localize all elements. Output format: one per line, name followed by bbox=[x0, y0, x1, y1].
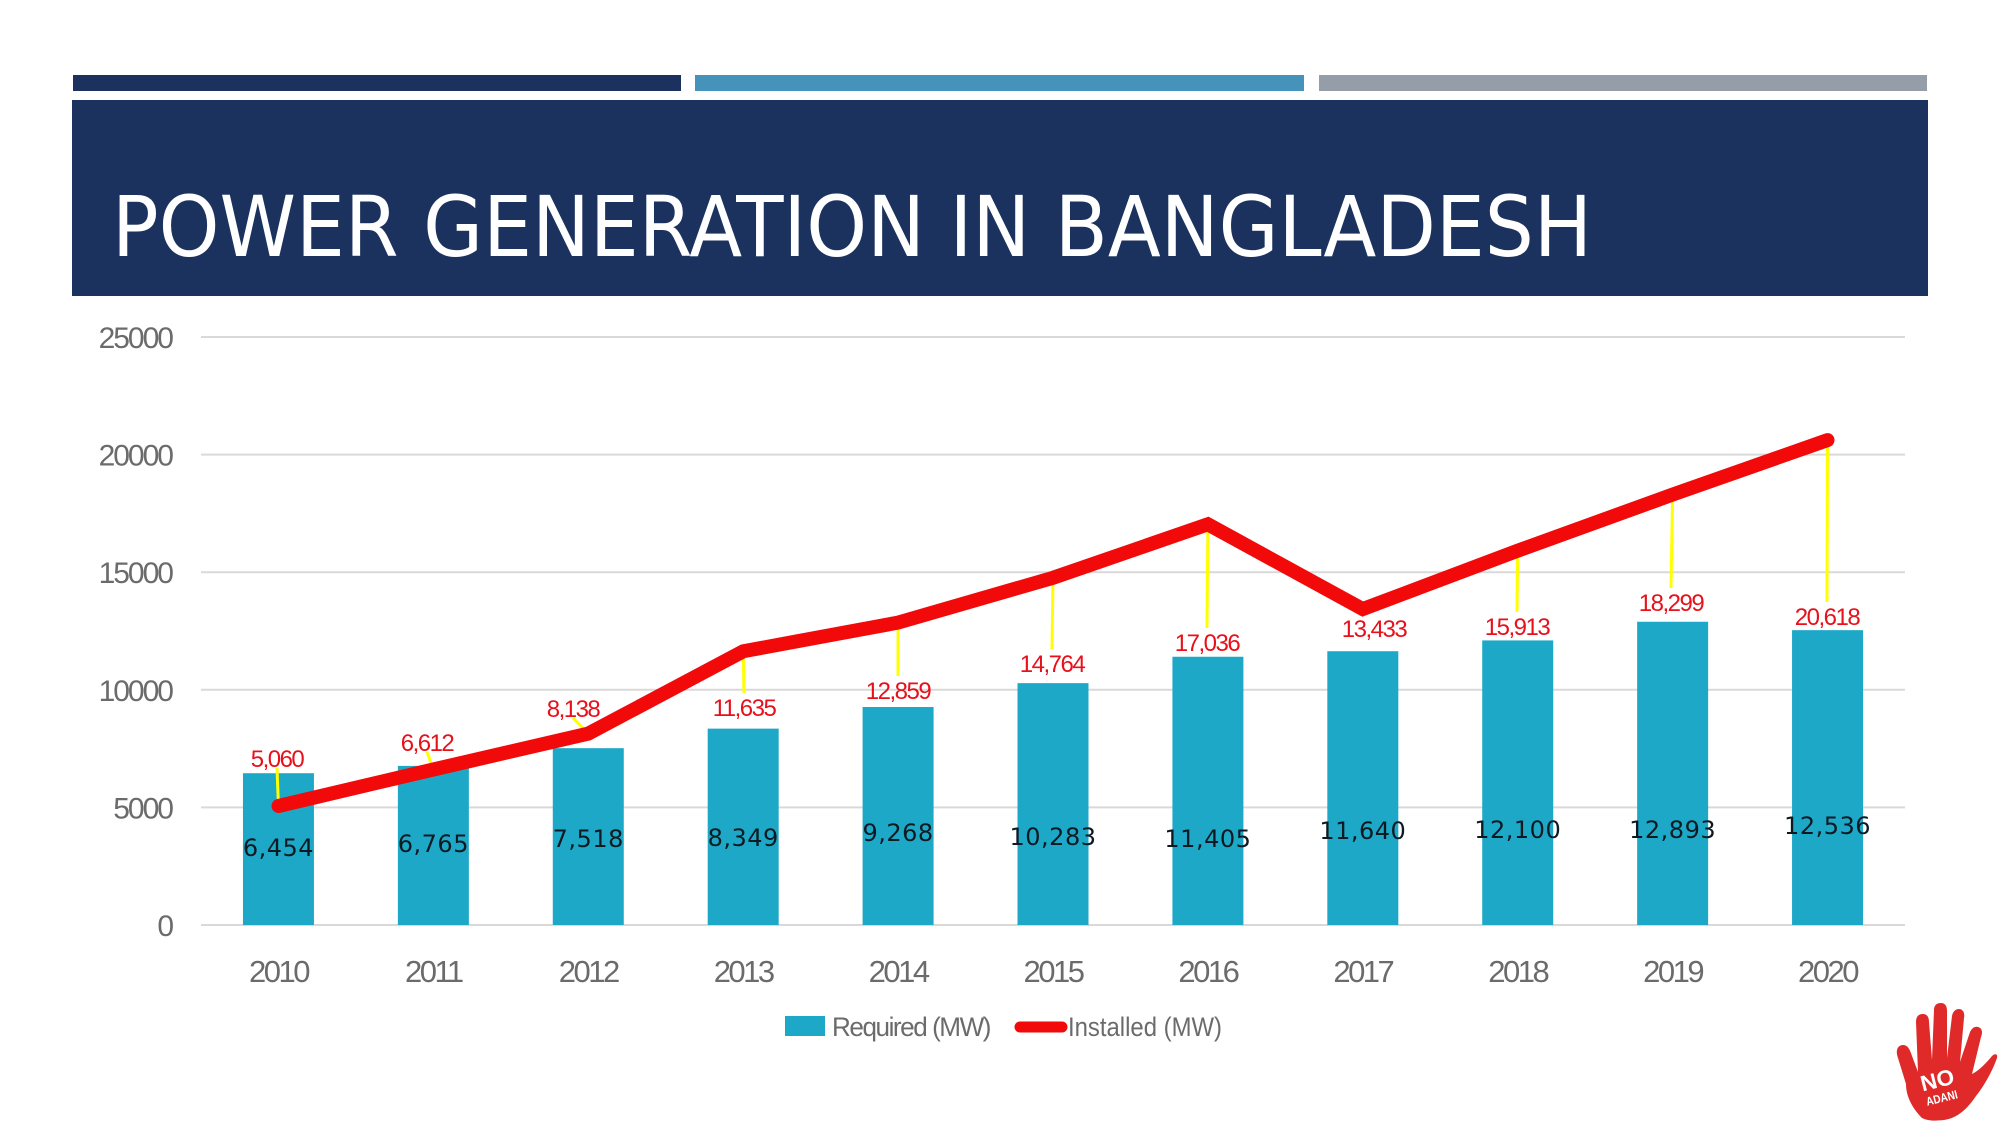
header-strip-dark bbox=[73, 75, 681, 91]
bar-required-2017 bbox=[1327, 651, 1399, 925]
data-label-installed-2017: 13,433 bbox=[1342, 616, 1408, 643]
x-tick-label-2013: 2013 bbox=[714, 954, 774, 989]
data-label-required-2017: 11,640 bbox=[1319, 817, 1406, 845]
x-tick-label-2016: 2016 bbox=[1178, 954, 1238, 989]
x-axis-tick-labels: 2010 2011 2012 2013 2014 2015 2016 2017 2018 2019… bbox=[249, 954, 1862, 989]
bar-required-2018 bbox=[1482, 640, 1554, 925]
required-bars bbox=[242, 621, 1864, 925]
x-tick-label-2010: 2010 bbox=[249, 954, 310, 989]
x-tick-label-2018: 2018 bbox=[1488, 954, 1548, 989]
y-tick-label: 0 bbox=[157, 910, 173, 943]
data-label-required-2020: 12,536 bbox=[1784, 812, 1871, 840]
leader-line-2018 bbox=[1515, 550, 1520, 613]
leader-line-2015 bbox=[1050, 577, 1055, 650]
y-tick-label: 15000 bbox=[99, 557, 174, 590]
bar-required-2020 bbox=[1792, 630, 1864, 925]
installed-point-2014 bbox=[897, 621, 900, 624]
bar-required-2012 bbox=[552, 748, 624, 925]
y-tick-label: 20000 bbox=[99, 440, 174, 473]
leader-line-2019 bbox=[1669, 494, 1675, 589]
installed-point-2013 bbox=[742, 650, 745, 653]
y-tick-label: 25000 bbox=[99, 322, 174, 355]
data-label-installed-2020: 20,618 bbox=[1795, 604, 1861, 631]
y-tick-label: 10000 bbox=[99, 675, 174, 708]
bar-required-2011 bbox=[397, 765, 469, 925]
installed-point-2011 bbox=[432, 768, 435, 771]
data-label-installed-2012: 8,138 bbox=[547, 696, 601, 723]
y-axis-tick-labels: 0 5000 10000 15000 20000 25000 bbox=[99, 322, 176, 943]
data-label-required-2016: 11,405 bbox=[1164, 825, 1251, 853]
installed-point-2015 bbox=[1052, 576, 1054, 579]
data-label-required-2015: 10,283 bbox=[1010, 823, 1097, 851]
header-strip-blue bbox=[695, 75, 1304, 91]
data-label-installed-2018: 15,913 bbox=[1485, 614, 1551, 641]
page-title: POWER GENERATION IN BANGLADESH bbox=[112, 178, 1592, 276]
data-label-installed-2011: 6,612 bbox=[401, 730, 455, 757]
data-label-installed-2013: 11,635 bbox=[713, 695, 777, 722]
leader-line-2016 bbox=[1205, 524, 1210, 629]
hand-icon bbox=[1896, 1003, 1998, 1121]
installed-data-labels: 5,060 6,612 8,138 11,635 12,859 14,764 17,036 1… bbox=[251, 590, 1862, 773]
bar-required-2013 bbox=[707, 728, 779, 925]
data-label-installed-2010: 5,060 bbox=[251, 746, 305, 773]
data-label-installed-2016: 17,036 bbox=[1175, 630, 1241, 657]
leader-line-2020 bbox=[1825, 440, 1830, 603]
x-tick-label-2011: 2011 bbox=[405, 954, 463, 989]
bar-required-2015 bbox=[1017, 683, 1089, 925]
bar-required-2016 bbox=[1172, 656, 1244, 925]
data-label-required-2011: 6,765 bbox=[398, 830, 469, 858]
installed-point-2019 bbox=[1671, 493, 1674, 496]
installed-point-2018 bbox=[1516, 549, 1519, 552]
legend-swatch-required bbox=[785, 1016, 825, 1036]
x-tick-label-2014: 2014 bbox=[869, 954, 930, 989]
bar-required-2014 bbox=[862, 707, 934, 925]
legend: Required (MW) Installed (MW) bbox=[785, 1012, 1222, 1042]
y-tick-label: 5000 bbox=[113, 792, 173, 825]
legend-label-required: Required (MW) bbox=[832, 1012, 990, 1042]
installed-point-2017 bbox=[1361, 608, 1364, 611]
legend-label-installed: Installed (MW) bbox=[1068, 1012, 1222, 1042]
data-label-required-2013: 8,349 bbox=[708, 824, 779, 852]
data-label-required-2012: 7,518 bbox=[553, 825, 624, 853]
data-label-required-2019: 12,893 bbox=[1629, 816, 1716, 844]
installed-point-2010 bbox=[277, 804, 280, 807]
data-label-required-2014: 9,268 bbox=[862, 819, 933, 847]
x-tick-label-2015: 2015 bbox=[1024, 954, 1084, 989]
data-label-installed-2015: 14,764 bbox=[1020, 651, 1086, 678]
data-label-installed-2014: 12,859 bbox=[866, 678, 932, 705]
x-tick-label-2020: 2020 bbox=[1798, 954, 1859, 989]
x-tick-label-2012: 2012 bbox=[559, 954, 619, 989]
installed-point-2012 bbox=[587, 732, 590, 735]
required-data-labels: 6,454 6,765 7,518 8,349 9,268 10,283 11,405 11,… bbox=[243, 812, 1871, 862]
installed-point-2016 bbox=[1206, 523, 1209, 526]
x-tick-label-2019: 2019 bbox=[1643, 954, 1703, 989]
data-label-required-2018: 12,100 bbox=[1474, 816, 1561, 844]
bar-required-2019 bbox=[1637, 621, 1709, 925]
header-strip-grey bbox=[1319, 75, 1927, 91]
data-label-required-2010: 6,454 bbox=[243, 834, 314, 862]
title-banner bbox=[72, 100, 1928, 296]
installed-point-2020 bbox=[1826, 439, 1829, 442]
no-adani-hand-logo: NO ADANI bbox=[1896, 1003, 1998, 1121]
data-label-installed-2019: 18,299 bbox=[1639, 590, 1705, 617]
installed-line-series bbox=[271, 433, 1835, 813]
title-layer: POWER GENERATION IN BANGLADESH bbox=[112, 178, 1592, 276]
x-tick-label-2017: 2017 bbox=[1333, 954, 1393, 989]
